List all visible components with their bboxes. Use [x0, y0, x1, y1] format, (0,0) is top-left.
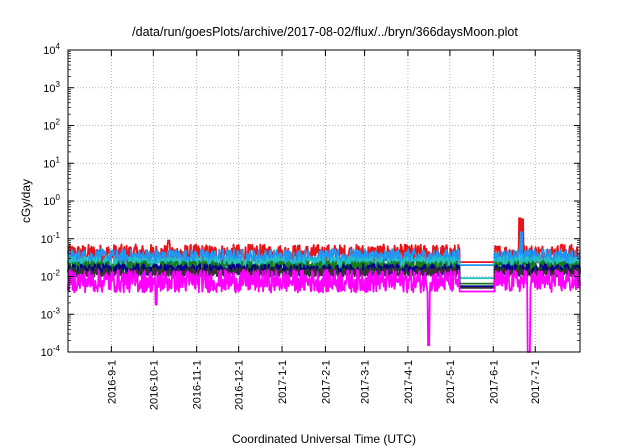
x-tick-label: 2017-1-1 [277, 360, 289, 404]
grid-lines [68, 50, 580, 352]
chart-title: /data/run/goesPlots/archive/2017-08-02/f… [132, 25, 518, 39]
x-tick-label: 2016-9-1 [106, 360, 118, 404]
y-tick-label: 10-2 [41, 269, 61, 284]
y-axis-label: cGy/day [19, 179, 33, 223]
y-tick-label: 102 [43, 118, 60, 133]
y-tick-label: 10-1 [41, 231, 61, 246]
x-tick-label: 2016-10-1 [148, 360, 160, 410]
y-tick-label: 100 [43, 193, 60, 208]
y-tick-label: 104 [43, 42, 60, 57]
x-tick-label: 2017-6-1 [488, 360, 500, 404]
x-axis: 2016-9-1 2016-10-1 2016-11-1 2016-12-1 2017-… [106, 50, 542, 410]
series-line [67, 269, 581, 353]
y-tick-label: 103 [43, 80, 60, 95]
x-tick-label: 2016-11-1 [192, 360, 204, 409]
series-layer [67, 217, 581, 353]
x-tick-label: 2017-2-1 [320, 360, 332, 404]
x-tick-label: 2017-5-1 [445, 360, 457, 404]
x-axis-label: Coordinated Universal Time (UTC) [232, 432, 416, 446]
y-tick-label: 101 [43, 155, 60, 170]
y-tick-label: 10-4 [41, 344, 61, 359]
x-tick-label: 2017-7-1 [530, 360, 542, 404]
y-tick-label: 10-3 [41, 306, 61, 321]
y-axis: 10-4 10-3 10-2 10-1 100 101 102 103 104 [41, 42, 580, 359]
x-tick-label: 2016-12-1 [234, 360, 246, 410]
x-tick-label: 2017-4-1 [403, 360, 415, 404]
x-tick-label: 2017-3-1 [360, 360, 372, 404]
